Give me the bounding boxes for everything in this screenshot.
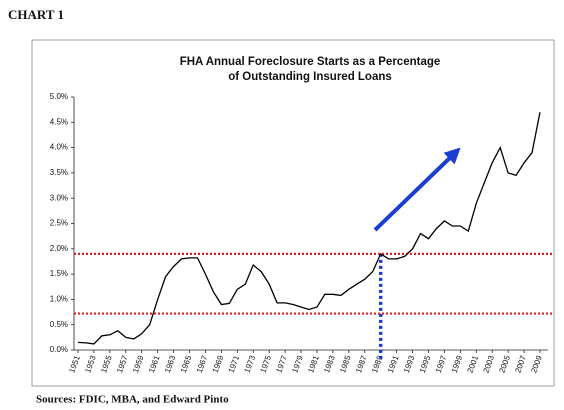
x-tick-label: 2005 xyxy=(497,354,512,374)
x-tick-label: 1995 xyxy=(418,354,433,374)
y-tick-label: 2.0% xyxy=(50,244,68,253)
x-tick-label: 1977 xyxy=(274,354,289,374)
x-tick-label: 1983 xyxy=(322,354,337,374)
y-tick-label: 0.0% xyxy=(50,345,68,354)
x-tick-label: 1959 xyxy=(131,354,146,374)
x-tick-label: 1971 xyxy=(227,354,242,374)
y-tick-label: 1.5% xyxy=(50,269,68,278)
x-tick-label: 1985 xyxy=(338,354,353,374)
y-tick-label: 4.0% xyxy=(50,143,68,152)
x-tick-label: 1951 xyxy=(67,354,82,374)
x-tick-label: 1973 xyxy=(243,354,258,374)
data-line xyxy=(77,112,541,345)
x-tick-label: 1975 xyxy=(258,354,273,374)
x-tick-label: 2003 xyxy=(482,354,497,374)
y-tick-label: 0.5% xyxy=(50,320,68,329)
x-tick-label: 1955 xyxy=(99,354,114,374)
x-tick-label: 1969 xyxy=(211,354,226,374)
y-tick-label: 5.0% xyxy=(50,92,68,101)
x-tick-label: 1963 xyxy=(163,354,178,374)
y-tick-label: 3.5% xyxy=(50,168,68,177)
x-tick-label: 1953 xyxy=(83,354,98,374)
chart-frame xyxy=(31,39,555,387)
x-tick-label: 1979 xyxy=(290,354,305,374)
trend-arrow xyxy=(373,147,461,232)
y-tick-label: 4.5% xyxy=(50,117,68,126)
x-tick-label: 1997 xyxy=(434,354,449,374)
x-tick-label: 1965 xyxy=(179,354,194,374)
x-tick-label: 1991 xyxy=(386,354,401,374)
chart-title: FHA Annual Foreclosure Starts as a Perce… xyxy=(180,56,441,68)
source-note: Sources: FDIC, MBA, and Edward Pinto xyxy=(36,394,229,406)
y-tick-label: 2.5% xyxy=(50,219,68,228)
y-tick-label: 3.0% xyxy=(50,193,68,202)
x-tick-label: 2007 xyxy=(513,354,528,374)
x-tick-label: 1981 xyxy=(306,354,321,374)
x-tick-label: 1987 xyxy=(354,354,369,374)
x-tick-label: 2001 xyxy=(466,354,481,374)
x-tick-label: 1993 xyxy=(402,354,417,374)
x-tick-label: 2009 xyxy=(529,354,544,374)
chart-label: CHART 1 xyxy=(8,7,64,22)
x-tick-label: 1999 xyxy=(450,354,465,374)
y-tick-label: 1.0% xyxy=(50,295,68,304)
x-tick-label: 1961 xyxy=(147,354,162,374)
x-tick-label: 1989 xyxy=(370,354,385,374)
x-tick-label: 1957 xyxy=(115,354,130,374)
chart-title: of Outstanding Insured Loans xyxy=(228,71,392,83)
x-tick-label: 1967 xyxy=(195,354,210,374)
